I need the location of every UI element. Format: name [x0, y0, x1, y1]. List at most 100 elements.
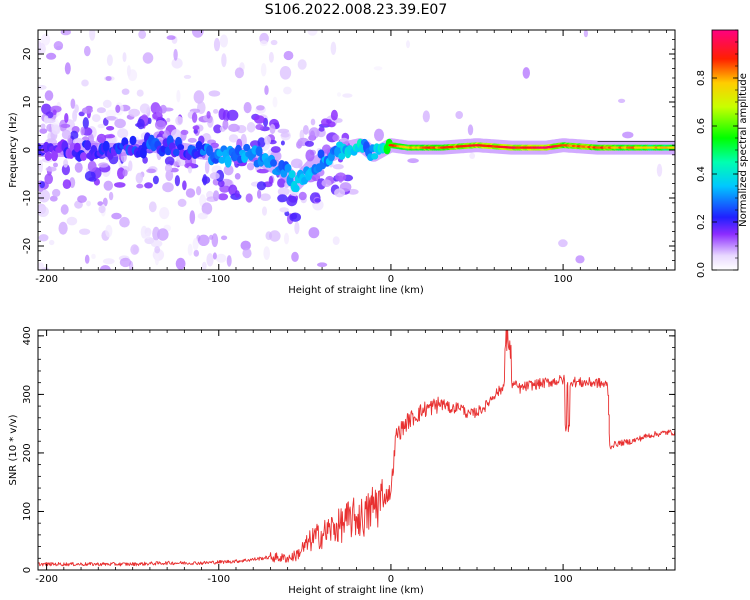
spectrogram-speckle — [558, 239, 568, 248]
ridge-cell — [292, 184, 300, 193]
spectrogram-speckle — [40, 123, 46, 129]
ridge-cell — [338, 152, 346, 160]
spectrogram-speckle — [41, 267, 50, 270]
spectrogram-speckle — [162, 107, 174, 112]
spectrogram-speckle — [406, 40, 410, 49]
spectrogram-speckle — [175, 116, 184, 126]
spectrogram-speckle — [213, 109, 219, 114]
colorbar-tick-label: 0.2 — [696, 214, 707, 230]
spectrogram-speckle — [128, 108, 140, 117]
spectrogram-speckle — [159, 130, 164, 135]
spectrogram-speckle — [289, 212, 302, 222]
spectrogram-speckle — [192, 237, 199, 251]
spectrogram-speckle — [234, 190, 240, 198]
spectrogram-speckle — [45, 166, 57, 172]
spectrogram-speckle — [257, 189, 262, 199]
spectrogram-speckle — [38, 159, 43, 173]
spectrogram-speckle — [240, 240, 251, 251]
spectrogram-speckle — [218, 180, 225, 188]
snr-x-tick-label: 0 — [388, 574, 394, 585]
spectrogram-speckle — [193, 128, 198, 134]
spectrogram-speckle — [166, 117, 171, 123]
spectrogram-speckle — [58, 221, 68, 235]
spectrogram-speckle — [97, 201, 104, 207]
spectrogram-speckle — [337, 92, 341, 97]
colorbar-tick-label: 0.0 — [696, 262, 707, 278]
spectrogram-speckle — [270, 39, 278, 46]
colorbar-tick-label: 0.6 — [696, 118, 707, 134]
spectrogram-speckle — [206, 253, 214, 267]
spectrogram-speckle — [142, 52, 154, 64]
spectrogram-speckle — [97, 123, 106, 129]
spectrogram-speckle — [106, 54, 113, 66]
spectrogram-speckle — [44, 173, 53, 185]
spectrogram-speckle — [187, 166, 193, 174]
spectrogram-speckle — [81, 79, 89, 87]
spectrogram-speckle — [245, 193, 253, 203]
spectrogram-speckle — [98, 162, 109, 168]
spectrogram-speckle — [575, 255, 585, 264]
spectrogram-speckle — [256, 105, 265, 111]
spectrogram-speckle — [192, 125, 200, 130]
spectrogram-speckle — [212, 252, 217, 260]
spectrogram-y-tick-label: 0 — [22, 147, 33, 153]
spectrogram-y-label: Frequency (Hz) — [8, 112, 19, 188]
spectrogram-speckle — [332, 236, 340, 246]
spectrogram-speckle — [193, 90, 205, 104]
spectrogram-speckle — [467, 124, 474, 136]
ridge-cell — [102, 140, 110, 152]
spectrogram-speckle — [522, 67, 530, 79]
spectrogram-speckle — [159, 207, 170, 220]
spectrogram-speckle — [334, 188, 346, 198]
spectrogram-speckle — [119, 216, 130, 228]
spectrogram-speckle — [254, 115, 265, 124]
spectrogram-speckle — [317, 262, 328, 268]
spectrogram-speckle — [148, 201, 157, 213]
snr-x-tick-label: -100 — [207, 574, 230, 585]
spectrogram-speckle — [286, 195, 298, 207]
spectrogram-speckle — [154, 246, 161, 254]
spectrogram-y-tick-label: -20 — [22, 238, 33, 254]
spectrogram-ridge — [38, 132, 675, 193]
spectrogram-speckle — [176, 89, 181, 103]
spectrogram-speckle — [138, 30, 147, 39]
spectrogram-speckle — [72, 110, 78, 122]
colorbar: 0.0 0.2 0.4 0.6 0.8 Normalized spectral ampl… — [696, 29, 749, 278]
spectrogram-speckle — [209, 172, 220, 180]
spectrogram-speckle — [135, 122, 144, 128]
spectrogram-speckle — [92, 114, 101, 123]
spectrogram-speckle — [213, 37, 221, 52]
colorbar-tick-label: 0.8 — [696, 70, 707, 86]
spectrogram-speckle — [234, 67, 244, 79]
spectrogram-speckle — [211, 233, 219, 248]
spectrogram-speckle — [284, 232, 289, 245]
spectrogram-speckle — [169, 167, 179, 173]
snr-panel: -200 -100 0 100 0 100 200 300 400 Height of str… — [8, 326, 676, 596]
spectrogram-speckle — [38, 234, 49, 242]
spectrogram-speckle — [280, 140, 285, 146]
ridge-cell — [218, 156, 226, 164]
spectrogram-speckle — [330, 109, 338, 121]
spectrogram-speckle — [96, 133, 107, 144]
spectrogram-speckle — [102, 99, 112, 108]
ridge-cell — [371, 153, 379, 160]
spectrogram-speckle — [291, 251, 299, 262]
spectrogram-speckle — [197, 234, 210, 246]
spectrogram-speckle — [294, 221, 300, 235]
spectrogram-speckle — [139, 103, 150, 114]
spectrogram-speckle — [226, 109, 239, 121]
spectrogram-speckle — [208, 90, 221, 97]
spectrogram-speckle — [618, 98, 626, 103]
spectrogram-speckle — [60, 123, 71, 128]
spectrogram-speckle — [222, 119, 229, 130]
spectrogram-speckle — [303, 124, 309, 135]
snr-series — [38, 330, 675, 567]
spectrogram-speckle — [146, 168, 157, 174]
snr-frame — [37, 329, 676, 571]
spectrogram-speckle — [279, 207, 289, 213]
spectrogram-speckle — [136, 183, 144, 189]
spectrogram-speckle — [234, 173, 241, 180]
spectrogram-speckle — [80, 126, 85, 136]
spectrogram-speckle — [130, 244, 139, 255]
